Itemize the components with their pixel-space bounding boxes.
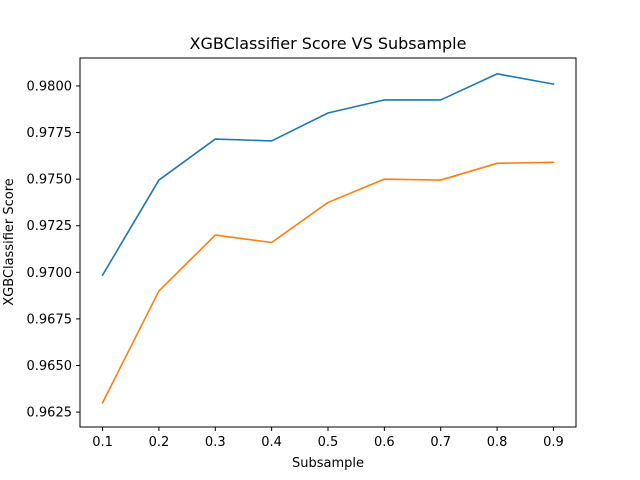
chart-title: XGBClassifier Score VS Subsample <box>190 34 467 53</box>
y-tick-label: 0.9750 <box>27 173 73 188</box>
y-axis: 0.9625 0.9650 0.9675 0.9700 0.9725 0.9750 0.97… <box>27 79 80 421</box>
x-tick-label: 0.7 <box>430 435 451 450</box>
x-axis-label: Subsample <box>292 456 364 471</box>
y-tick-label: 0.9700 <box>27 266 73 281</box>
x-tick-label: 0.8 <box>487 435 508 450</box>
series-line-1 <box>101 73 555 277</box>
y-tick-label: 0.9675 <box>27 312 73 327</box>
x-axis: 0.1 0.2 0.3 0.4 0.5 0.6 0.7 0.8 0.9 <box>92 427 564 450</box>
y-tick-label: 0.9650 <box>27 359 73 374</box>
x-tick-label: 0.5 <box>318 435 339 450</box>
x-tick-label: 0.2 <box>149 435 170 450</box>
y-tick-label: 0.9800 <box>27 79 73 94</box>
y-axis-label: XGBClassifier Score <box>2 178 17 306</box>
y-tick-label: 0.9625 <box>27 406 73 421</box>
x-tick-label: 0.3 <box>205 435 226 450</box>
x-tick-label: 0.4 <box>261 435 282 450</box>
x-tick-label: 0.9 <box>543 435 564 450</box>
series-layer <box>101 73 555 404</box>
x-tick-label: 0.6 <box>374 435 395 450</box>
x-tick-label: 0.1 <box>92 435 113 450</box>
y-tick-label: 0.9775 <box>27 126 73 141</box>
y-tick-label: 0.9725 <box>27 219 73 234</box>
series-line-2 <box>101 161 555 404</box>
